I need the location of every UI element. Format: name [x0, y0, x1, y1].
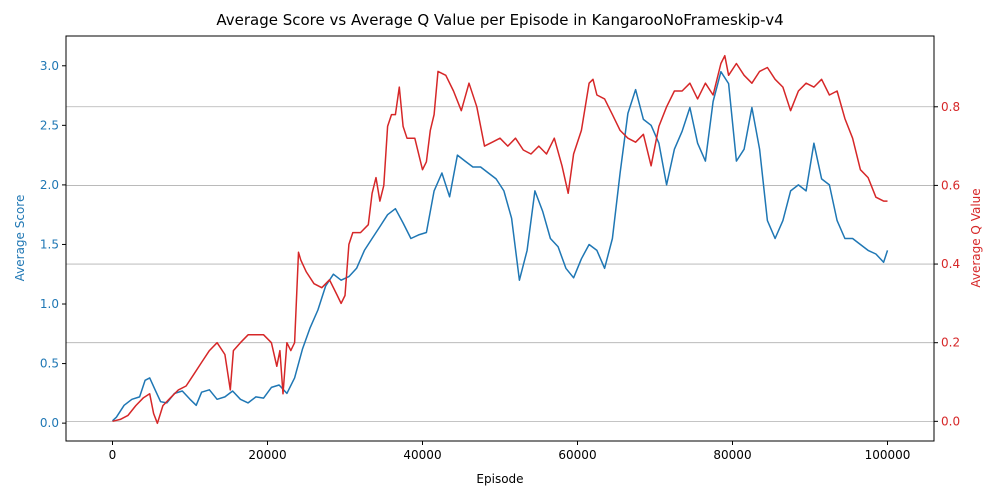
left-y-tick-label: 1.5: [40, 237, 59, 251]
right-y-tick-label: 0.0: [941, 414, 960, 428]
right-y-tick-label: 0.4: [941, 257, 960, 271]
right-y-tick-label: 0.2: [941, 336, 960, 350]
right-y-axis-label: Average Q Value: [969, 188, 983, 287]
right-y-tick-label: 0.8: [941, 100, 960, 114]
chart-title: Average Score vs Average Q Value per Epi…: [216, 11, 783, 29]
x-axis-label: Episode: [476, 472, 523, 486]
left-y-tick-label: 2.5: [40, 118, 59, 132]
left-y-tick-label: 2.0: [40, 178, 59, 192]
x-tick-label: 80000: [713, 448, 751, 462]
left-y-tick-label: 1.0: [40, 297, 59, 311]
right-y-tick-label: 0.6: [941, 178, 960, 192]
x-tick-label: 60000: [558, 448, 596, 462]
average-q-value-line: [112, 54, 888, 425]
x-axis-ticks: 0 20000 40000 60000 80000 100000: [109, 441, 911, 462]
right-axis-ticks: 0.0 0.2 0.4 0.6 0.8: [934, 100, 960, 428]
x-tick-label: 100000: [865, 448, 911, 462]
x-tick-label: 40000: [403, 448, 441, 462]
left-y-tick-label: 0.0: [40, 416, 59, 430]
left-y-tick-label: 0.5: [40, 357, 59, 371]
left-axis-ticks: 0.0 0.5 1.0 1.5 2.0 2.5 3.0: [40, 59, 66, 430]
series-layer: [111, 54, 889, 425]
x-tick-label: 0: [109, 448, 117, 462]
x-tick-label: 20000: [248, 448, 286, 462]
plot-frame: [65, 35, 935, 442]
left-y-axis-label: Average Score: [13, 195, 27, 282]
left-y-tick-label: 3.0: [40, 59, 59, 73]
right-axis-gridlines: [66, 106, 934, 422]
average-score-line: [111, 70, 889, 422]
